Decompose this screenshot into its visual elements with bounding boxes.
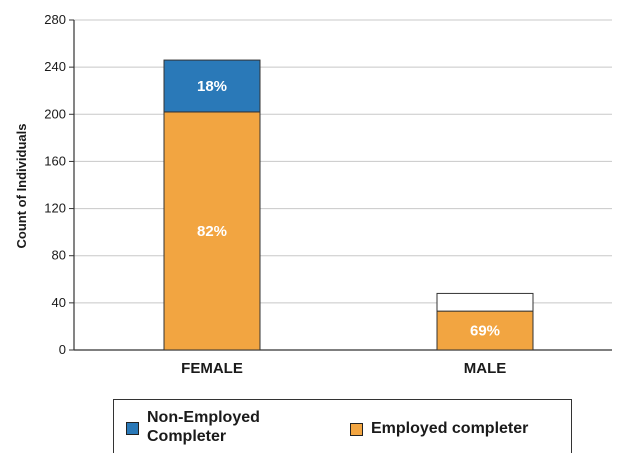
bar-segment-female-0 bbox=[163, 111, 261, 351]
y-tick-label: 40 bbox=[52, 295, 66, 310]
y-tick-labels: 0 40 80 120 160 200 240 280 bbox=[44, 12, 66, 357]
bars: 82% 18% 69% bbox=[163, 59, 534, 351]
legend: Non-Employed Completer Employed complete… bbox=[113, 399, 572, 453]
legend-swatch-employed bbox=[350, 423, 363, 436]
bar-segment-male-0 bbox=[436, 310, 534, 351]
legend-label-employed: Employed completer bbox=[371, 420, 529, 437]
y-tick-label: 200 bbox=[44, 106, 66, 121]
x-tick-label: FEMALE bbox=[181, 360, 243, 377]
bar-segment-male-unfilled bbox=[436, 292, 534, 312]
legend-label-non-employed: Non-Employed Completer bbox=[147, 409, 260, 445]
y-tick-label: 0 bbox=[59, 342, 66, 357]
y-tick-label: 160 bbox=[44, 153, 66, 168]
y-tick-label: 240 bbox=[44, 59, 66, 74]
y-tick-label: 280 bbox=[44, 12, 66, 27]
data-label: 82% bbox=[197, 223, 227, 240]
legend-swatch-non-employed bbox=[126, 422, 139, 435]
data-label: 18% bbox=[197, 78, 227, 95]
x-tick-label: MALE bbox=[464, 360, 507, 377]
y-tick-label: 80 bbox=[52, 248, 66, 263]
stacked-bar-chart: 0 40 80 120 160 200 240 280 82% 18% 69% FEMALE MAL… bbox=[14, 12, 612, 377]
x-tick-labels: FEMALE MALE bbox=[181, 360, 506, 377]
gridlines bbox=[74, 19, 612, 304]
bar-segment-female-1 bbox=[163, 59, 261, 113]
data-label: 69% bbox=[470, 323, 500, 340]
y-tick-label: 120 bbox=[44, 201, 66, 216]
y-axis-label: Count of Individuals bbox=[14, 124, 29, 249]
legend-item-employed: Employed completer bbox=[350, 419, 571, 438]
legend-item-non-employed: Non-Employed Completer bbox=[126, 408, 287, 446]
